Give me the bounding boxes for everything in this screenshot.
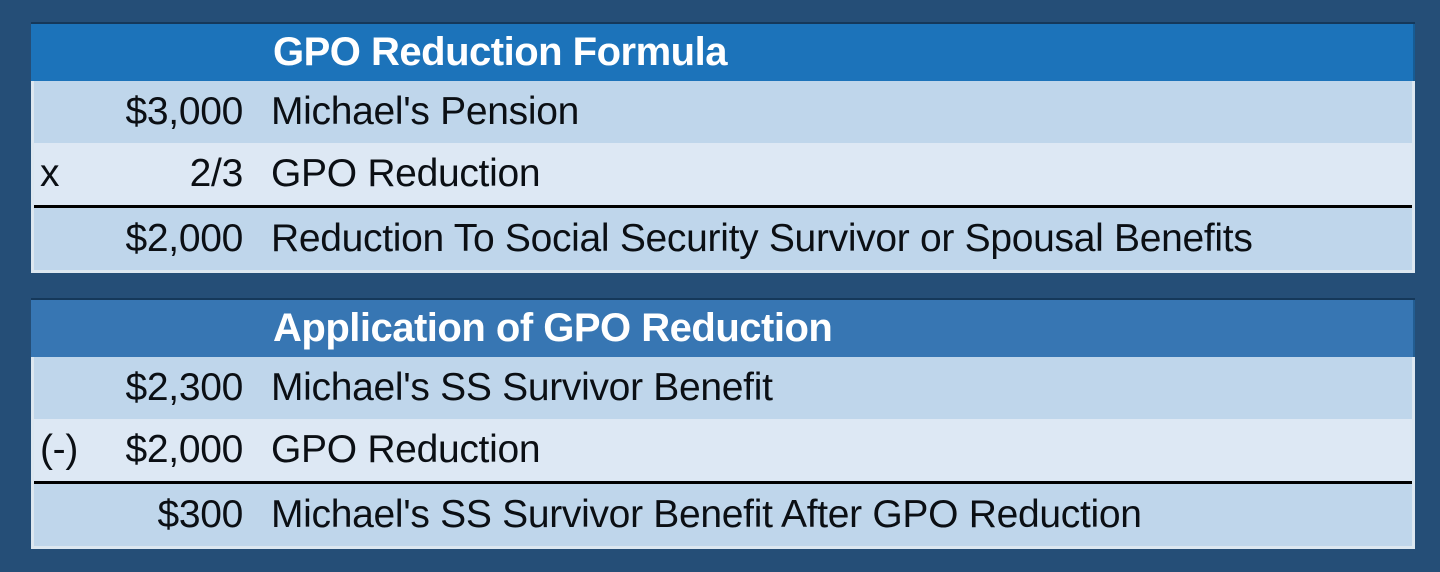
table-title: Application of GPO Reduction — [273, 306, 833, 350]
operator-cell: (-) — [40, 428, 79, 471]
description-cell: Reduction To Social Security Survivor or… — [271, 217, 1253, 260]
amount-cell: $2,300 — [125, 366, 244, 409]
table-row: $2,000 Reduction To Social Security Surv… — [34, 205, 1412, 270]
table-row: $3,000 Michael's Pension — [34, 81, 1412, 143]
description-cell: Michael's SS Survivor Benefit — [271, 366, 773, 409]
amount-cell: $300 — [157, 493, 243, 536]
table-row: (-) $2,000 GPO Reduction — [34, 419, 1412, 481]
description-cell: Michael's Pension — [271, 90, 580, 133]
table-header: GPO Reduction Formula — [31, 24, 1415, 81]
table-row: $2,300 Michael's SS Survivor Benefit — [34, 357, 1412, 419]
table-body: $3,000 Michael's Pension x 2/3 GPO Reduc… — [31, 81, 1415, 273]
tables-container: GPO Reduction Formula $3,000 Michael's P… — [31, 24, 1415, 549]
table-header: Application of GPO Reduction — [31, 300, 1415, 357]
operator-cell: x — [40, 152, 60, 195]
table-title: GPO Reduction Formula — [273, 30, 727, 74]
amount-cell: $2,000 — [125, 217, 244, 260]
table-row: x 2/3 GPO Reduction — [34, 143, 1412, 205]
formula-table: Application of GPO Reduction $2,300 Mich… — [31, 300, 1415, 549]
description-cell: GPO Reduction — [271, 152, 541, 195]
table-body: $2,300 Michael's SS Survivor Benefit (-)… — [31, 357, 1415, 549]
description-cell: Michael's SS Survivor Benefit After GPO … — [271, 493, 1142, 536]
amount-cell: $3,000 — [125, 90, 244, 133]
formula-table: GPO Reduction Formula $3,000 Michael's P… — [31, 24, 1415, 273]
amount-cell: 2/3 — [189, 152, 244, 195]
table-row: $300 Michael's SS Survivor Benefit After… — [34, 481, 1412, 546]
amount-cell: $2,000 — [125, 428, 244, 471]
description-cell: GPO Reduction — [271, 428, 541, 471]
